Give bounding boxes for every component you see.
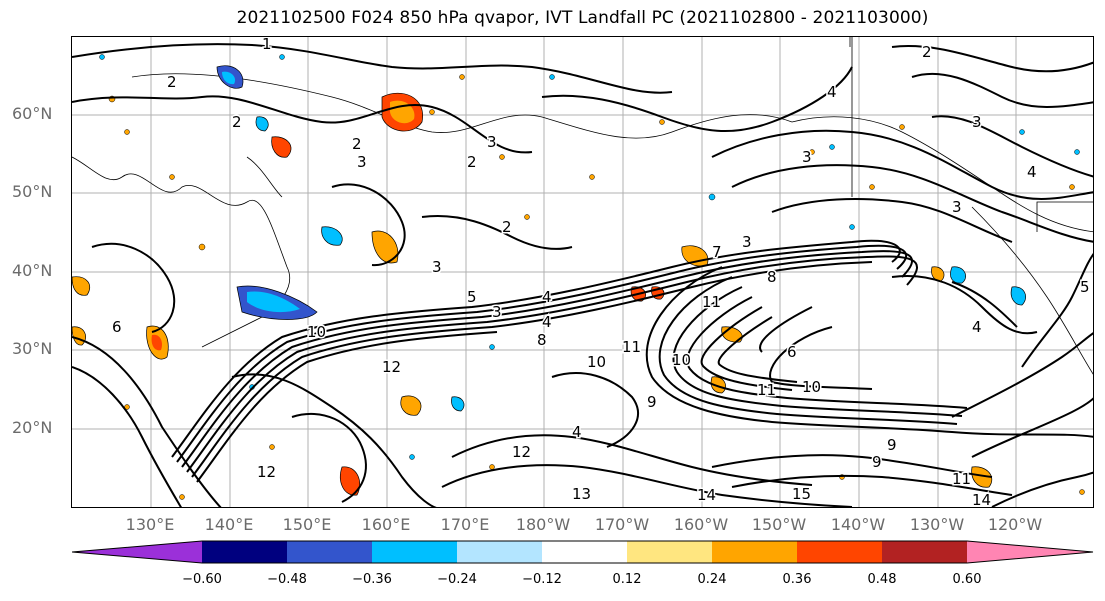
contour-label: 10 [672, 351, 691, 369]
contour-label: 3 [487, 133, 497, 151]
lon-label-150w: 150°W [751, 515, 807, 534]
lat-label-20n: 20°N [12, 418, 53, 437]
contour-label: 4 [1027, 163, 1037, 181]
contour-label: 9 [887, 436, 897, 454]
colorbar-segment-3 [372, 541, 457, 563]
contour-label: 3 [432, 258, 442, 276]
contour-label: 14 [972, 491, 991, 508]
contour-label: 11 [622, 338, 641, 356]
lat-label-30n: 30°N [12, 339, 53, 358]
contour-label: 3 [952, 198, 962, 216]
lon-label-150e: 150°E [282, 515, 332, 534]
colorbar-segment-6 [627, 541, 712, 563]
coastlines [72, 37, 1093, 375]
contour-label: 3 [802, 148, 812, 166]
colorbar-segment-2 [287, 541, 372, 563]
colorbar-segment-10 [967, 541, 1093, 563]
lon-label-140e: 140°E [204, 515, 254, 534]
colorbar-outline [72, 540, 1094, 564]
lon-label-120w: 120°W [987, 515, 1043, 534]
lon-label-170w: 170°W [594, 515, 650, 534]
contour-label: 10 [307, 323, 326, 341]
colorbar-tick-label: 0.48 [867, 572, 897, 587]
colorbar-tick-label: −0.60 [182, 572, 222, 587]
contour-label: 12 [512, 443, 531, 461]
contour-label: 2 [352, 135, 362, 153]
lat-label-50n: 50°N [12, 182, 53, 201]
lon-label-180w: 180°W [515, 515, 571, 534]
contour-label: 8 [537, 331, 547, 349]
contour-label: 3 [742, 233, 752, 251]
contour-label: 2 [502, 218, 512, 236]
contour-label: 2 [922, 43, 932, 61]
contour-label: 12 [382, 358, 401, 376]
contour-label: 3 [972, 113, 982, 131]
contour-label: 11 [702, 293, 721, 311]
contour-label: 4 [542, 288, 552, 306]
lon-label-160e: 160°E [361, 515, 411, 534]
lat-label-40n: 40°N [12, 261, 53, 280]
figure-title: 2021102500 F024 850 hPa qvapor, IVT Land… [236, 8, 929, 28]
colorbar [72, 540, 1094, 564]
map-plot-area: 1 2 2 2 2 2 2 3 3 3 3 3 3 3 3 4 4 4 4 4 4 5 5 6 6 7 8 8 9 9 9 10 10 10 10 1… [71, 36, 1094, 508]
contour-label: 9 [647, 393, 657, 411]
colorbar-segment-8 [797, 541, 882, 563]
contour-label: 11 [757, 381, 776, 399]
contour-label: 6 [787, 343, 797, 361]
contour-label: 4 [542, 313, 552, 331]
contour-label: 3 [492, 303, 502, 321]
map-canvas: 1222222333333334444445566788999101010101… [72, 37, 1093, 508]
contour-label: 4 [572, 423, 582, 441]
colorbar-segment-1 [202, 541, 287, 563]
contour-label: 10 [587, 353, 606, 371]
colorbar-tick-label: −0.48 [267, 572, 307, 587]
contour-label: 4 [827, 83, 837, 101]
contour-label: 15 [792, 485, 811, 503]
colorbar-tick-label: 0.36 [782, 572, 812, 587]
colorbar-segment-0 [72, 541, 202, 563]
contour-label: 3 [357, 153, 367, 171]
colorbar-tick-label: 0.24 [697, 572, 727, 587]
contour-label: 2 [232, 113, 242, 131]
lon-label-140w: 140°W [830, 515, 886, 534]
colorbar-segment-9 [882, 541, 967, 563]
colorbar-tick-label: −0.12 [522, 572, 562, 587]
contour-label: 12 [257, 463, 276, 481]
contour-label: 2 [467, 153, 477, 171]
contour-label: 10 [802, 378, 821, 396]
contour-label: 4 [972, 318, 982, 336]
contour-label: 9 [872, 453, 882, 471]
contour-label: 5 [467, 288, 477, 306]
contour-label: 5 [1080, 278, 1090, 296]
lon-label-130e: 130°E [125, 515, 175, 534]
contour-label: 2 [167, 73, 177, 91]
lon-label-160w: 160°W [673, 515, 729, 534]
colorbar-segment-7 [712, 541, 797, 563]
contour-label: 14 [697, 486, 716, 504]
ivt-contours [72, 43, 1093, 507]
colorbar-tick-label: −0.24 [437, 572, 477, 587]
contour-label: 8 [767, 268, 777, 286]
qvapor-anomaly-fills [72, 54, 1085, 500]
lat-label-60n: 60°N [12, 104, 53, 123]
colorbar-segment-4 [457, 541, 542, 563]
contour-label: 13 [572, 485, 591, 503]
contour-labels: 1222222333333334444445566788999101010101… [111, 37, 1092, 508]
lon-label-130w: 130°W [909, 515, 965, 534]
contour-label: 1 [262, 37, 272, 53]
colorbar-tick-label: −0.36 [352, 572, 392, 587]
colorbar-tick-label: 0.60 [952, 572, 982, 587]
contour-label: 7 [712, 243, 722, 261]
lon-label-170e: 170°E [440, 515, 490, 534]
colorbar-segment-5 [542, 541, 627, 563]
contour-label: 11 [952, 470, 971, 488]
contour-label: 6 [112, 318, 122, 336]
colorbar-tick-label: 0.12 [612, 572, 642, 587]
